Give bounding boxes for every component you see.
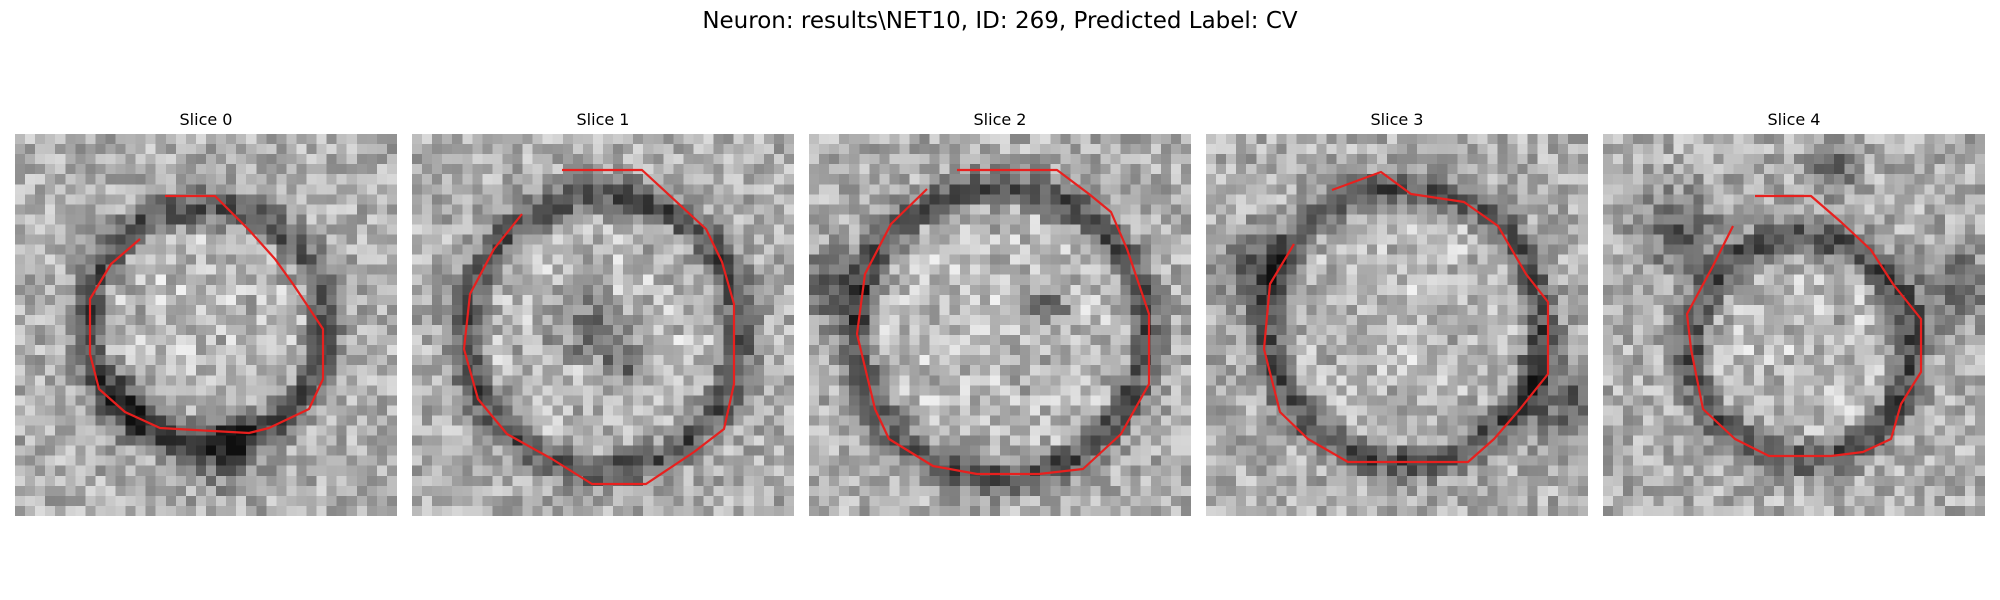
slice-1-contour: [462, 168, 736, 486]
slice-0-panel: [15, 134, 397, 516]
slice-3-image: [1206, 134, 1588, 516]
slice-0-contour: [88, 194, 325, 435]
figure-title: Neuron: results\NET10, ID: 269, Predicte…: [702, 8, 1298, 34]
slice-4-contour: [1685, 194, 1923, 458]
slice-2-contour: [855, 168, 1151, 476]
slice-0-image: [15, 134, 397, 516]
slice-2-contour-overlay: [855, 168, 1151, 476]
slice-2-title: Slice 2: [973, 110, 1027, 129]
slice-2-panel: [809, 134, 1191, 516]
slice-3-panel: [1206, 134, 1588, 516]
slice-0-contour-overlay: [88, 194, 325, 435]
slice-4-contour-overlay: [1685, 194, 1923, 458]
slice-3-title: Slice 3: [1370, 110, 1424, 129]
slice-3-contour: [1262, 170, 1550, 464]
slice-1-contour-overlay: [462, 168, 736, 486]
slice-2-image: [809, 134, 1191, 516]
slice-1-panel: [412, 134, 794, 516]
slice-1-image: [412, 134, 794, 516]
slice-1-title: Slice 1: [576, 110, 630, 129]
slice-4-title: Slice 4: [1767, 110, 1821, 129]
slice-4-panel: [1603, 134, 1985, 516]
slice-3-contour-overlay: [1262, 170, 1550, 464]
slice-0-title: Slice 0: [179, 110, 233, 129]
